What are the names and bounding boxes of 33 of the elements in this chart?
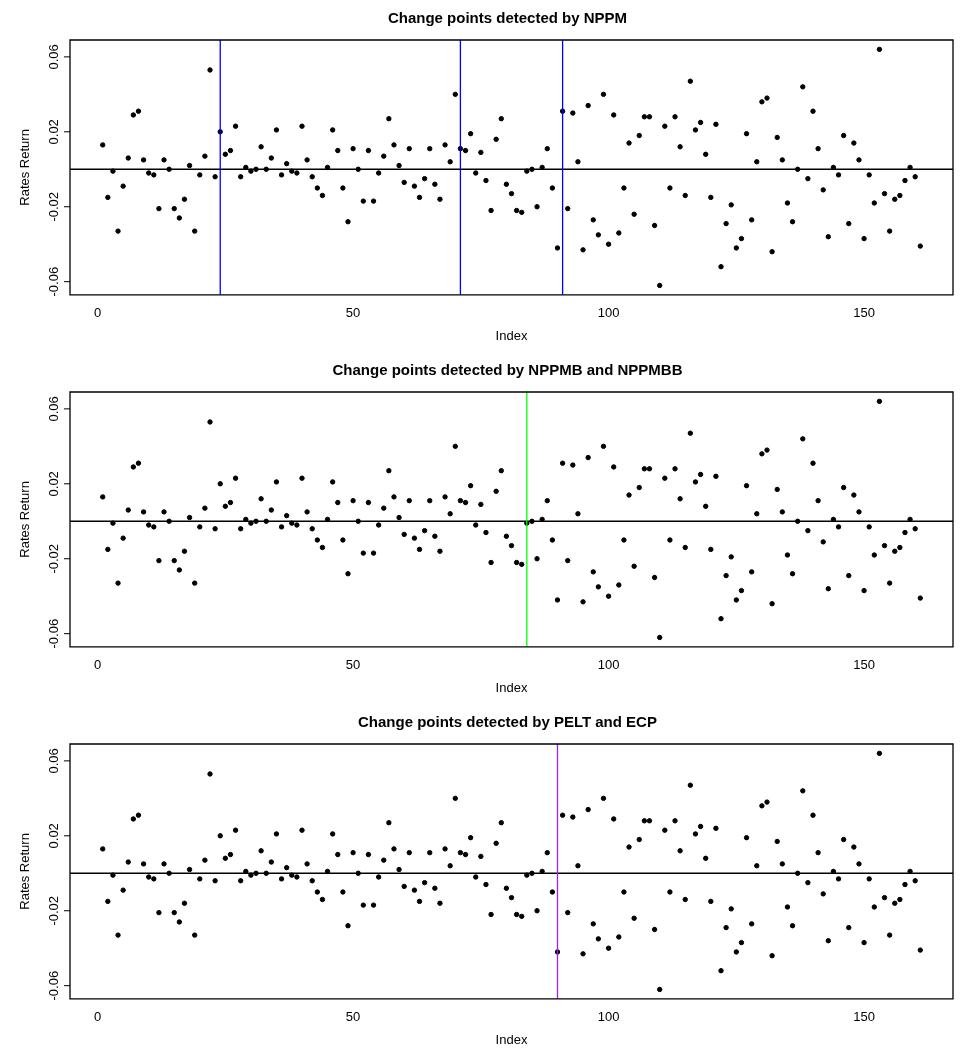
y-tick-label: -0.02: [46, 895, 62, 926]
y-axis-title: Rates Return: [17, 833, 33, 910]
x-tick-label: 50: [345, 657, 361, 673]
x-tick-label: 150: [853, 1009, 875, 1025]
y-tick-label: 0.06: [46, 44, 62, 70]
y-tick-label: 0.06: [46, 396, 62, 422]
x-tick-label: 0: [93, 305, 102, 321]
x-tick-label: 50: [345, 1009, 361, 1025]
y-tick-label: -0.06: [46, 970, 62, 1001]
x-axis-title: Index: [495, 1031, 528, 1047]
y-tick-label: 0.02: [46, 471, 62, 497]
x-tick-label: 0: [93, 1009, 102, 1025]
y-tick-label: -0.06: [46, 618, 62, 649]
chart-title: Change points detected by PELT and ECP: [358, 713, 657, 731]
y-tick-label: -0.06: [46, 266, 62, 297]
y-axis-title: Rates Return: [17, 129, 33, 206]
y-tick-label: -0.02: [46, 543, 62, 574]
chart-title: Change points detected by NPPM: [387, 9, 628, 27]
x-tick-label: 100: [597, 1009, 620, 1025]
x-tick-label: 150: [853, 657, 875, 673]
y-tick-label: -0.02: [46, 191, 62, 222]
y-tick-label: 0.02: [46, 823, 62, 849]
chart-title: Change points detected by NPPMB and NPPMBB: [332, 361, 683, 379]
y-tick-label: 0.06: [46, 748, 62, 774]
x-axis-title: Index: [495, 327, 528, 343]
x-tick-label: 150: [853, 305, 875, 321]
y-tick-label: 0.02: [46, 119, 62, 145]
x-tick-label: 50: [345, 305, 361, 321]
y-axis-title: Rates Return: [17, 481, 33, 558]
x-axis-title: Index: [495, 679, 528, 695]
x-tick-label: 0: [93, 657, 102, 673]
x-tick-label: 100: [597, 657, 620, 673]
x-tick-label: 100: [597, 305, 620, 321]
